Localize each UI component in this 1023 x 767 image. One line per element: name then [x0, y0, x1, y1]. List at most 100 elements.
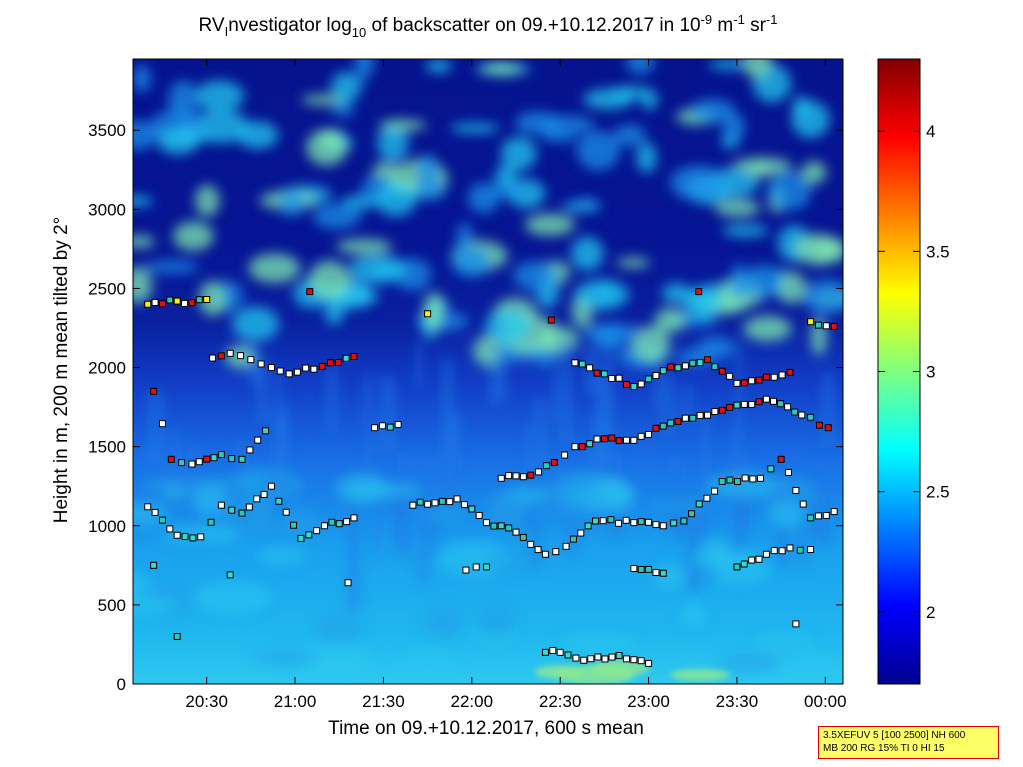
- backscatter-streak: [364, 374, 370, 467]
- layer-marker: [748, 377, 756, 385]
- backscatter-patch: [375, 182, 417, 217]
- backscatter-streak: [419, 510, 427, 585]
- backscatter-patch: [449, 122, 500, 134]
- layer-marker: [674, 364, 682, 372]
- backscatter-patch: [708, 59, 751, 70]
- backscatter-patch: [636, 142, 657, 173]
- backscatter-patch: [133, 266, 153, 304]
- backscatter-streak: [432, 506, 439, 561]
- layer-marker: [695, 288, 703, 296]
- layer-marker: [226, 349, 234, 357]
- layer-marker: [600, 370, 608, 378]
- backscatter-patch: [574, 279, 630, 310]
- backscatter-patch: [652, 564, 686, 590]
- layer-marker: [335, 520, 343, 528]
- backscatter-streak: [416, 342, 422, 388]
- backscatter-streak: [561, 340, 571, 444]
- backscatter-streak: [401, 450, 410, 558]
- layer-marker: [350, 352, 358, 360]
- backscatter-patch: [811, 237, 843, 263]
- layer-marker: [549, 646, 557, 654]
- backscatter-patch: [236, 121, 279, 150]
- layer-marker: [505, 472, 513, 480]
- info-line-1: 3.5XEFUV 5 [100 2500] NH 600: [823, 730, 966, 741]
- backscatter-patch: [583, 88, 634, 110]
- layer-marker: [571, 359, 579, 367]
- backscatter-patch: [420, 505, 467, 523]
- backscatter-streak: [664, 376, 673, 437]
- layer-marker: [318, 362, 326, 370]
- backscatter-patch: [719, 653, 780, 673]
- layer-marker: [622, 436, 630, 444]
- layer-marker: [659, 522, 667, 530]
- layer-marker: [718, 477, 726, 485]
- backscatter-patch: [625, 59, 655, 75]
- layer-marker: [734, 478, 742, 486]
- backscatter-streak: [150, 392, 162, 461]
- backscatter-streak: [374, 474, 381, 557]
- backscatter-patch: [378, 119, 427, 131]
- layer-marker: [740, 379, 748, 387]
- layer-marker: [580, 656, 588, 664]
- layer-marker: [167, 455, 175, 463]
- heatmap-bright-spots: [535, 660, 730, 684]
- backscatter-streak: [494, 352, 506, 401]
- layer-marker: [711, 363, 719, 371]
- layer-marker: [238, 455, 246, 463]
- backscatter-patch: [168, 80, 198, 120]
- layer-marker: [777, 455, 785, 463]
- layer-marker: [578, 443, 586, 451]
- layer-marker: [645, 518, 653, 526]
- layer-marker: [344, 579, 352, 587]
- backscatter-streak: [553, 372, 559, 424]
- layer-marker: [770, 373, 778, 381]
- layer-marker: [209, 354, 217, 362]
- layer-marker: [830, 322, 838, 330]
- backscatter-patch: [573, 197, 599, 209]
- layer-marker: [798, 411, 806, 419]
- backscatter-patch: [133, 195, 153, 207]
- backscatter-streak: [276, 370, 282, 438]
- backscatter-streak: [258, 359, 268, 423]
- backscatter-patch: [768, 502, 805, 529]
- layer-marker: [541, 648, 549, 656]
- layer-marker: [659, 367, 667, 375]
- backscatter-streak: [569, 480, 577, 559]
- layer-marker: [572, 654, 580, 662]
- layer-marker: [622, 655, 630, 663]
- layer-marker: [594, 653, 602, 661]
- layer-marker: [195, 458, 203, 466]
- layer-marker: [711, 408, 719, 416]
- layer-marker: [144, 300, 152, 308]
- layer-marker: [726, 476, 734, 484]
- layer-marker: [807, 413, 815, 421]
- backscatter-patch: [722, 224, 769, 237]
- layer-marker: [310, 365, 318, 373]
- layer-marker: [577, 529, 585, 537]
- layer-marker: [158, 300, 166, 308]
- layer-marker: [282, 508, 290, 516]
- layer-marker: [741, 474, 749, 482]
- layer-marker: [652, 521, 660, 529]
- backscatter-patch: [195, 184, 220, 217]
- layer-marker: [757, 474, 765, 482]
- layer-marker: [453, 495, 461, 503]
- layer-marker: [475, 511, 483, 519]
- backscatter-patch: [781, 655, 843, 683]
- backscatter-patch: [613, 124, 646, 147]
- layer-marker: [786, 368, 794, 376]
- backscatter-patch: [802, 279, 843, 315]
- backscatter-patch: [377, 124, 409, 162]
- info-line-2: MB 200 RG 15% TI 0 HI 15: [823, 743, 945, 754]
- backscatter-patch: [500, 136, 537, 171]
- layer-marker: [762, 550, 770, 558]
- backscatter-patch: [425, 59, 452, 73]
- backscatter-patch: [133, 595, 178, 615]
- layer-marker: [755, 555, 763, 563]
- backscatter-streak: [536, 398, 545, 495]
- layer-marker: [755, 376, 763, 384]
- layer-marker: [830, 508, 838, 516]
- backscatter-patch: [524, 213, 575, 237]
- backscatter-patch: [647, 498, 709, 511]
- layer-marker: [740, 400, 748, 408]
